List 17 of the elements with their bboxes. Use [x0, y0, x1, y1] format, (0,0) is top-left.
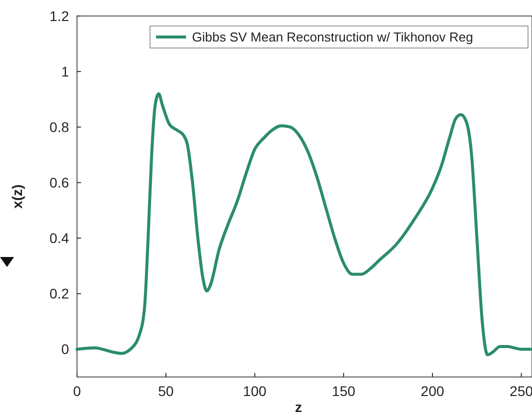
- y-tick-label: 1.2: [50, 8, 70, 24]
- y-tick-label: 1: [61, 63, 70, 80]
- y-axis-title: x(z): [9, 184, 25, 209]
- y-tick-label: 0: [61, 341, 70, 358]
- x-tick-label: 250: [510, 383, 532, 399]
- x-tick-label: 0: [73, 383, 82, 399]
- x-axis-title: z: [295, 399, 302, 415]
- x-tick-label: 100: [243, 383, 267, 399]
- line-series: [76, 92, 532, 356]
- x-tick-label: 50: [158, 383, 174, 399]
- x-tick-label: 200: [420, 383, 444, 399]
- legend-label: Gibbs SV Mean Reconstruction w/ Tikhonov Reg: [192, 30, 474, 45]
- y-tick-label: 0.6: [50, 174, 70, 191]
- x-tick-label: 150: [332, 383, 356, 399]
- y-tick-label: 0.2: [50, 286, 70, 302]
- y-tick-label: 0.4: [50, 230, 70, 246]
- y-tick-label: 0.8: [50, 118, 70, 135]
